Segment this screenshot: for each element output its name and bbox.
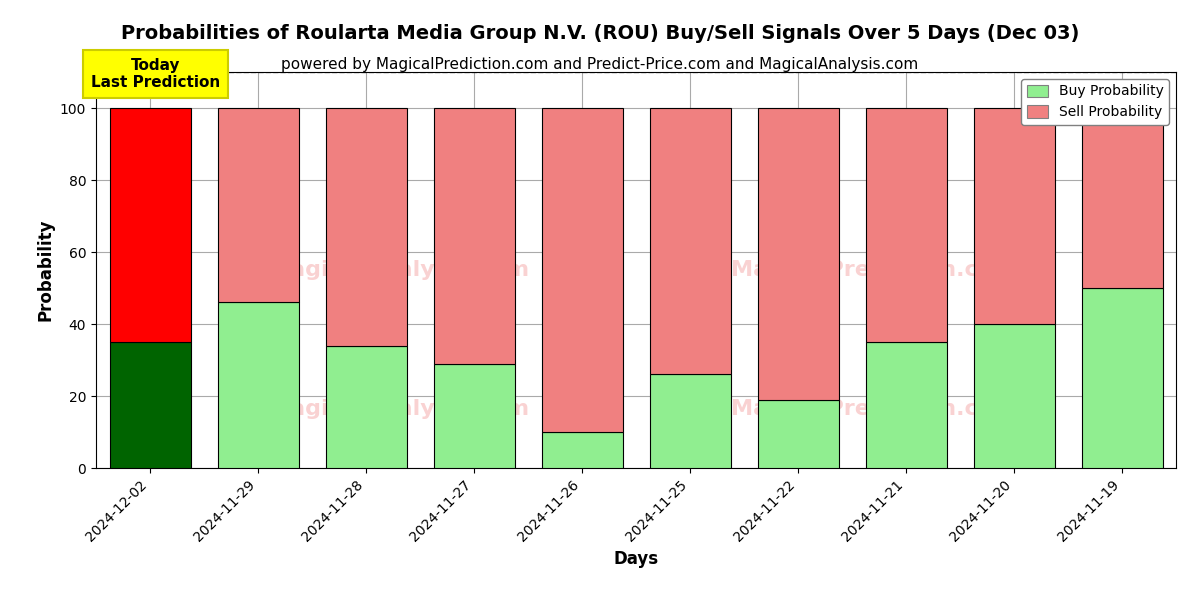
Bar	[865, 342, 947, 468]
Text: Today
Last Prediction: Today Last Prediction	[91, 58, 220, 90]
Bar	[973, 324, 1055, 468]
Bar	[973, 108, 1055, 324]
Bar	[325, 108, 407, 346]
Legend: Buy Probability, Sell Probability: Buy Probability, Sell Probability	[1021, 79, 1169, 125]
Bar	[217, 302, 299, 468]
Text: MagicalPrediction.com: MagicalPrediction.com	[731, 260, 1016, 280]
Bar	[1081, 288, 1163, 468]
Text: MagicalAnalysis.com: MagicalAnalysis.com	[268, 260, 529, 280]
Bar	[1081, 108, 1163, 288]
Y-axis label: Probability: Probability	[36, 219, 54, 321]
Bar	[541, 108, 623, 432]
Text: Probabilities of Roularta Media Group N.V. (ROU) Buy/Sell Signals Over 5 Days (D: Probabilities of Roularta Media Group N.…	[121, 24, 1079, 43]
Bar	[757, 108, 839, 400]
Bar	[109, 108, 191, 342]
Text: MagicalPrediction.com: MagicalPrediction.com	[731, 398, 1016, 419]
Bar	[649, 108, 731, 374]
Text: MagicalAnalysis.com: MagicalAnalysis.com	[268, 398, 529, 419]
Bar	[433, 364, 515, 468]
Bar	[217, 108, 299, 302]
Bar	[109, 342, 191, 468]
X-axis label: Days: Days	[613, 550, 659, 568]
Bar	[433, 108, 515, 364]
Bar	[865, 108, 947, 342]
Bar	[325, 346, 407, 468]
Bar	[757, 400, 839, 468]
Bar	[541, 432, 623, 468]
Text: powered by MagicalPrediction.com and Predict-Price.com and MagicalAnalysis.com: powered by MagicalPrediction.com and Pre…	[281, 57, 919, 72]
Bar	[649, 374, 731, 468]
